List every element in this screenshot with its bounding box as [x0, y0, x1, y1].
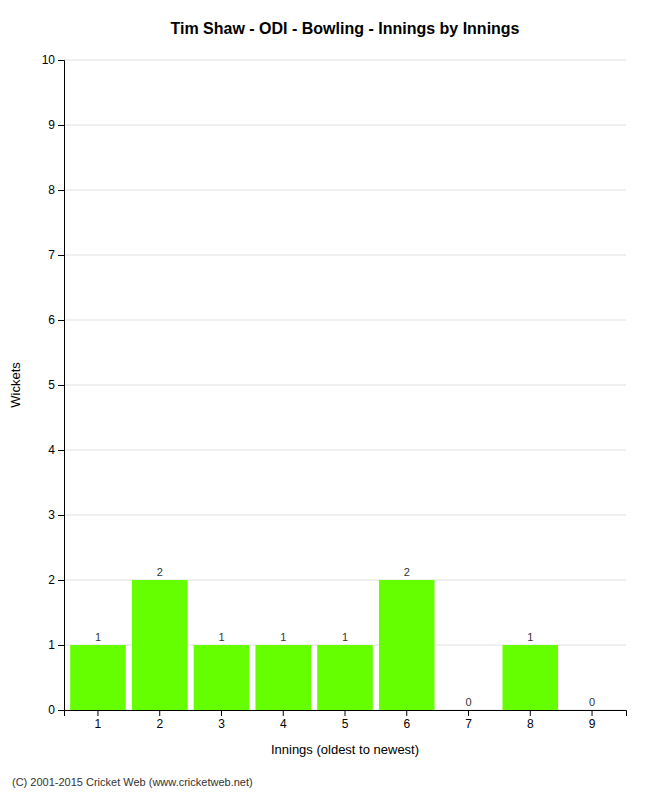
grid [64, 60, 626, 710]
tick: 5 [48, 378, 64, 392]
tick-mark [58, 385, 64, 386]
tick-mark [592, 710, 593, 716]
bar [502, 645, 558, 710]
tick-mark [58, 320, 64, 321]
tick: 1 [95, 710, 102, 731]
tick: 2 [48, 573, 64, 587]
tick-mark [283, 710, 284, 716]
tick-label: 4 [48, 443, 55, 457]
tick-label: 6 [403, 717, 410, 731]
data-label: 2 [157, 566, 163, 578]
tick-label: 1 [48, 638, 55, 652]
tick-mark [58, 580, 64, 581]
tick-mark [530, 710, 531, 716]
tick-mark [58, 190, 64, 191]
tick-mark [406, 710, 407, 716]
tick-label: 10 [42, 53, 56, 67]
title: Tim Shaw - ODI - Bowling - Innings by In… [170, 20, 519, 37]
tick-label: 7 [465, 717, 472, 731]
bar [317, 645, 373, 710]
tick-label: 6 [48, 313, 55, 327]
bar [441, 710, 497, 711]
tick: 8 [527, 710, 534, 731]
tick-label: 8 [48, 183, 55, 197]
grid-line [64, 125, 626, 126]
tick: 10 [42, 53, 64, 67]
data-label: 1 [218, 631, 224, 643]
grid-line [64, 515, 626, 516]
grid-line [64, 255, 626, 256]
tick-mark [58, 450, 64, 451]
bar [132, 580, 188, 710]
tick-label: 3 [218, 717, 225, 731]
bar [564, 710, 620, 711]
x-axis: 1 2 3 4 5 6 7 8 9 [65, 710, 627, 731]
tick-label: 2 [48, 573, 55, 587]
tick-mark [221, 710, 222, 716]
data-label: 1 [527, 631, 533, 643]
grid-line [64, 450, 626, 451]
tick-mark [58, 60, 64, 61]
bars [70, 580, 558, 710]
x-axis-title: Innings (oldest to newest) [271, 742, 419, 757]
tick-label: 1 [95, 717, 102, 731]
grid-line [64, 60, 626, 61]
tick: 3 [48, 508, 64, 522]
tick: 1 [48, 638, 64, 652]
grid-line [64, 190, 626, 191]
tick: 9 [589, 710, 596, 731]
tick-label: 9 [589, 717, 596, 731]
plot: 123456789012345678910121112010 [42, 53, 627, 730]
tick: 0 [48, 703, 64, 717]
tick-mark [97, 710, 98, 716]
data-label: 1 [95, 631, 101, 643]
tick-label: 4 [280, 717, 287, 731]
bar [70, 645, 126, 710]
bar [255, 645, 311, 710]
tick: 6 [48, 313, 64, 327]
chart: 123456789012345678910121112010Tim Shaw -… [0, 0, 650, 800]
tick-mark [58, 710, 64, 711]
tick-mark [58, 645, 64, 646]
data-label: 1 [342, 631, 348, 643]
grid-line [64, 385, 626, 386]
tick: 3 [218, 710, 225, 731]
tick-mark [58, 125, 64, 126]
tick-label: 9 [48, 118, 55, 132]
tick-label: 2 [156, 717, 163, 731]
tick-label: 3 [48, 508, 55, 522]
data-label: 2 [404, 566, 410, 578]
grid-line [64, 320, 626, 321]
tick: 9 [48, 118, 64, 132]
bar [379, 580, 435, 710]
tick: 4 [48, 443, 64, 457]
tick: 6 [403, 710, 410, 731]
footer: (C) 2001-2015 Cricket Web (www.cricketwe… [12, 776, 253, 788]
tick: 7 [465, 710, 472, 731]
tick: 4 [280, 710, 287, 731]
tick: 7 [48, 248, 64, 262]
tick-label: 0 [48, 703, 55, 717]
tick: 8 [48, 183, 64, 197]
bar [194, 645, 250, 710]
tick-mark [345, 710, 346, 716]
y-axis-title: Wickets [8, 362, 23, 408]
data-label: 0 [465, 696, 471, 708]
data-label: 0 [589, 696, 595, 708]
tick-label: 5 [342, 717, 349, 731]
tick-label: 7 [48, 248, 55, 262]
tick-label: 5 [48, 378, 55, 392]
data-labels: 1 2 1 1 1 2 0 1 0 [95, 566, 595, 708]
tick-mark [58, 515, 64, 516]
tick-mark [58, 255, 64, 256]
tick: 2 [156, 710, 163, 731]
axis-line [65, 711, 627, 717]
tick: 5 [342, 710, 349, 731]
tick-mark [468, 710, 469, 716]
tick-mark [159, 710, 160, 716]
y-axis: 0 1 2 3 4 5 6 7 8 9 10 [42, 53, 65, 717]
tick-label: 8 [527, 717, 534, 731]
data-label: 1 [280, 631, 286, 643]
axis-line [58, 61, 65, 711]
